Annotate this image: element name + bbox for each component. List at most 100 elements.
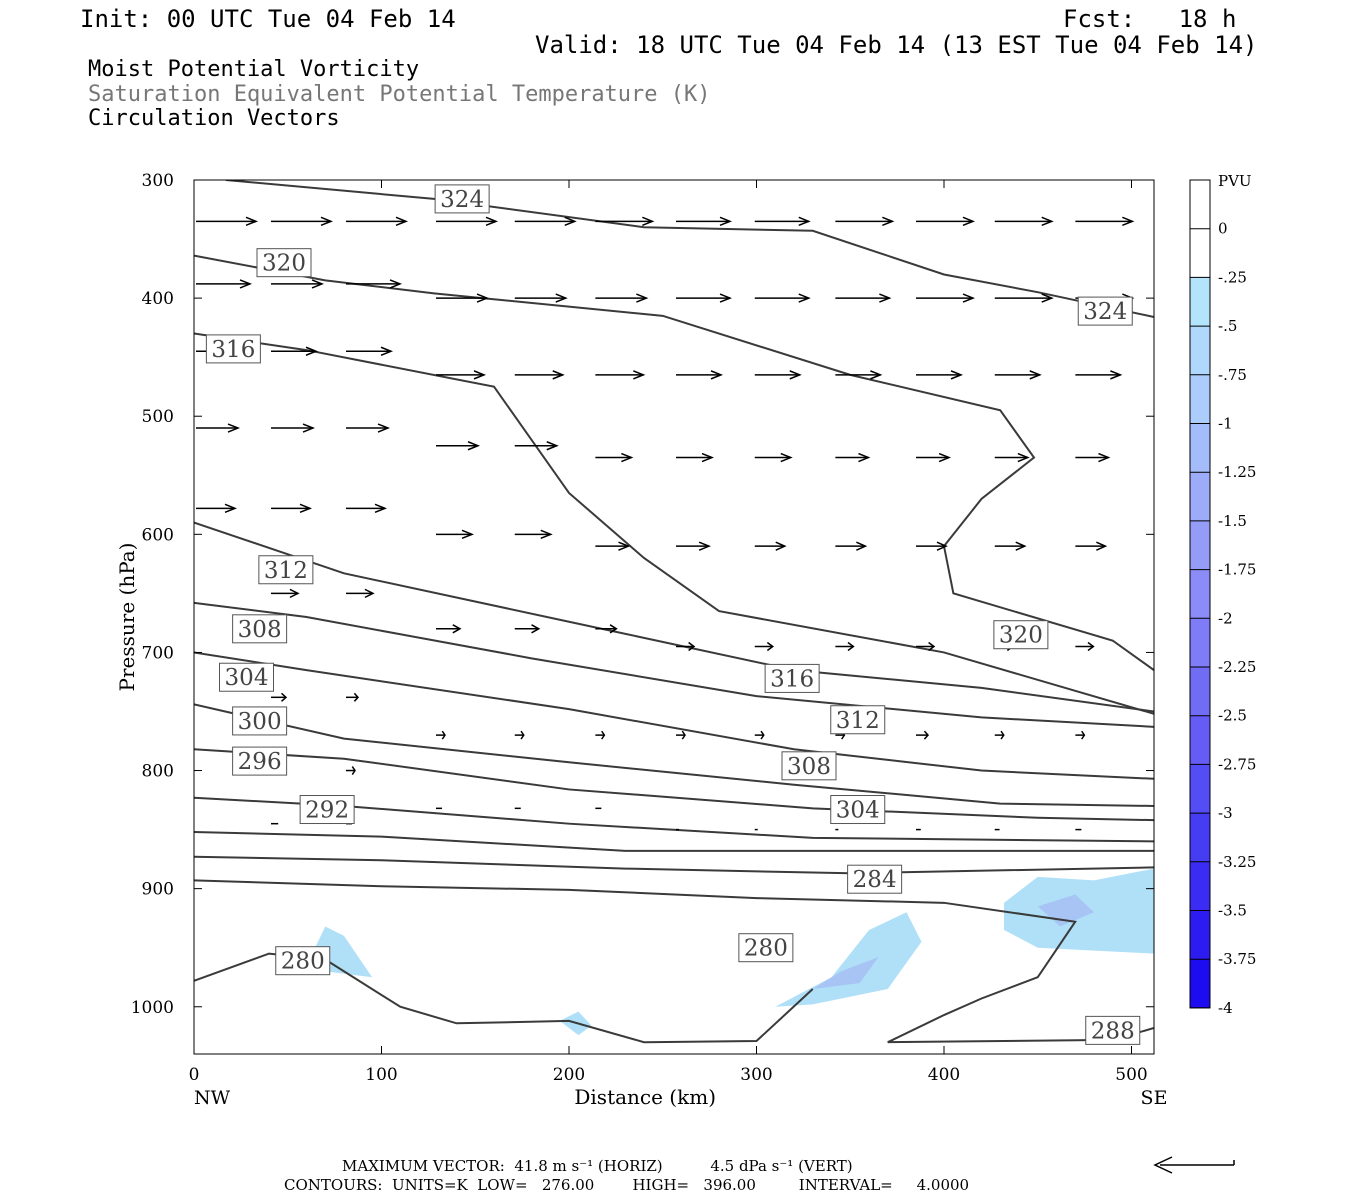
x-tick-label: 0 bbox=[189, 1065, 200, 1085]
circulation-vector bbox=[676, 641, 696, 652]
colorbar-swatch bbox=[1190, 374, 1210, 424]
contour-292 bbox=[194, 796, 1154, 843]
contour-label-280: 280 bbox=[738, 933, 794, 963]
contour-label-292: 292 bbox=[299, 795, 355, 825]
svg-text:300: 300 bbox=[238, 709, 282, 735]
colorbar-tick-label: -1.25 bbox=[1218, 463, 1256, 481]
colorbar-tick-label: -3.75 bbox=[1218, 950, 1256, 968]
circulation-vector bbox=[346, 503, 388, 514]
circulation-vector bbox=[1075, 641, 1095, 652]
svg-text:292: 292 bbox=[305, 798, 349, 824]
svg-text:320: 320 bbox=[262, 251, 306, 277]
circulation-vector bbox=[835, 216, 895, 227]
y-tick-label: 300 bbox=[142, 171, 174, 191]
contour-label-316: 316 bbox=[764, 663, 820, 693]
forecast-hour-label: Fcst: 18 h bbox=[1063, 5, 1237, 33]
colorbar-tick-label: -1 bbox=[1218, 415, 1233, 433]
y-tick-label: 900 bbox=[142, 880, 174, 900]
svg-text:316: 316 bbox=[770, 666, 814, 692]
init-time-label: Init: 00 UTC Tue 04 Feb 14 bbox=[80, 5, 456, 33]
colorbar-swatch bbox=[1190, 861, 1210, 911]
svg-text:284: 284 bbox=[853, 867, 897, 893]
svg-text:288: 288 bbox=[1091, 1018, 1135, 1044]
circulation-vector bbox=[916, 216, 976, 227]
circulation-vector bbox=[1075, 370, 1123, 380]
colorbar-swatch bbox=[1190, 423, 1210, 473]
colorbar-tick-label: -.75 bbox=[1218, 366, 1247, 384]
colorbar-tick-label: -2 bbox=[1218, 609, 1233, 627]
circulation-vector bbox=[346, 692, 360, 702]
colorbar-tick-label: -2.5 bbox=[1218, 707, 1247, 725]
field-title-theta-es: Saturation Equivalent Potential Temperat… bbox=[88, 82, 711, 107]
colorbar-tick-label: 0 bbox=[1218, 220, 1228, 238]
circulation-vector bbox=[595, 370, 646, 380]
colorbar-swatch bbox=[1190, 813, 1210, 862]
svg-text:308: 308 bbox=[238, 617, 282, 643]
colorbar-swatch bbox=[1190, 228, 1210, 278]
circulation-vector bbox=[595, 624, 618, 634]
circulation-vector bbox=[346, 216, 409, 227]
y-tick-label: 500 bbox=[142, 407, 174, 427]
svg-text:296: 296 bbox=[238, 749, 282, 775]
x-tick-label: 300 bbox=[740, 1065, 772, 1085]
circulation-vector bbox=[196, 279, 253, 289]
circulation-vector bbox=[436, 441, 481, 451]
valid-time-label: Valid: 18 UTC Tue 04 Feb 14 (13 EST Tue … bbox=[535, 31, 1258, 59]
contour-info-note: CONTOURS: UNITS=K LOW= 276.00 HIGH= 396.… bbox=[284, 1176, 970, 1194]
colorbar-tick-label: -2.25 bbox=[1218, 658, 1256, 676]
circulation-vector bbox=[595, 452, 634, 463]
colorbar-swatch bbox=[1190, 910, 1210, 960]
colorbar-tick-label: -4 bbox=[1218, 999, 1233, 1017]
circulation-vector bbox=[595, 216, 655, 227]
circulation-vector bbox=[271, 423, 316, 433]
contour-296 bbox=[194, 748, 1154, 822]
x-axis-title: Distance (km) bbox=[574, 1085, 716, 1109]
circulation-vector bbox=[994, 370, 1042, 380]
contour-324 bbox=[225, 180, 1154, 318]
circulation-vector bbox=[916, 641, 936, 652]
circulation-vector bbox=[994, 730, 1005, 740]
colorbar-title: PVU bbox=[1218, 172, 1252, 190]
contour-284 bbox=[194, 855, 1154, 875]
contour-label-324: 324 bbox=[434, 184, 490, 214]
y-tick-label: 600 bbox=[142, 525, 174, 545]
circulation-vector bbox=[754, 370, 802, 380]
circulation-vector bbox=[271, 279, 325, 289]
circulation-vector bbox=[835, 293, 892, 303]
colorbar-swatch bbox=[1190, 472, 1210, 521]
colorbar-swatch bbox=[1190, 715, 1210, 765]
colorbar-tick-label: -.25 bbox=[1218, 268, 1247, 286]
circulation-vector bbox=[994, 541, 1027, 551]
colorbar-swatch bbox=[1190, 618, 1210, 667]
circulation-vector bbox=[676, 370, 724, 380]
circulation-vector bbox=[916, 452, 952, 463]
circulation-vector bbox=[835, 541, 868, 551]
svg-text:304: 304 bbox=[836, 798, 880, 824]
x-end-label-left: NW bbox=[194, 1087, 231, 1109]
circulation-vector bbox=[346, 279, 403, 289]
y-tick-label: 1000 bbox=[131, 998, 174, 1018]
circulation-vector bbox=[346, 588, 375, 599]
contour-label-304: 304 bbox=[830, 795, 886, 825]
circulation-vector bbox=[754, 730, 765, 740]
circulation-vector bbox=[196, 216, 259, 227]
circulation-vector bbox=[835, 452, 871, 463]
field-title-vectors: Circulation Vectors bbox=[88, 106, 340, 131]
circulation-vector bbox=[994, 452, 1030, 463]
contour-300 bbox=[194, 703, 1154, 807]
circulation-vector bbox=[754, 216, 811, 227]
circulation-vector bbox=[1075, 216, 1135, 227]
contour-label-324: 324 bbox=[1077, 296, 1133, 326]
contour-label-296: 296 bbox=[232, 746, 288, 776]
x-end-label-right: SE bbox=[1141, 1087, 1168, 1109]
circulation-vector bbox=[514, 293, 568, 303]
circulation-vector bbox=[1075, 452, 1111, 463]
circulation-vector bbox=[436, 293, 490, 303]
colorbar-swatch bbox=[1190, 277, 1210, 327]
y-tick-label: 700 bbox=[142, 643, 174, 663]
circulation-vector bbox=[346, 766, 356, 775]
circulation-vector bbox=[754, 452, 793, 463]
max-vector-note: MAXIMUM VECTOR: 41.8 m s⁻¹ (HORIZ) 4.5 d… bbox=[342, 1157, 853, 1175]
circulation-vector bbox=[754, 541, 787, 551]
svg-text:308: 308 bbox=[787, 754, 831, 780]
